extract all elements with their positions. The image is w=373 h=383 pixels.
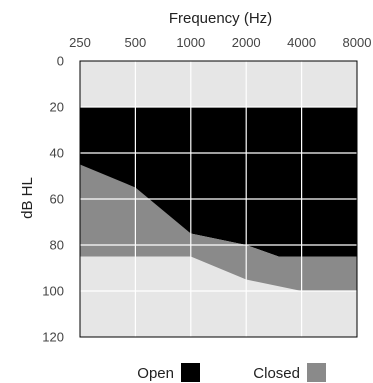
plot-border [79, 60, 358, 338]
y-tick-label: 80 [50, 238, 64, 253]
series-areas [80, 107, 357, 291]
x-tick-label: 250 [69, 35, 91, 50]
legend-swatch-open [181, 363, 200, 382]
x-tick-label: 500 [125, 35, 147, 50]
legend: Open Closed [137, 363, 326, 382]
series-area-closed [80, 164, 357, 291]
y-tick-label: 40 [50, 146, 64, 161]
x-tick-label: 1000 [176, 35, 205, 50]
x-tick-labels: 250 500 1000 2000 4000 8000 [69, 35, 371, 50]
x-axis-title: Frequency (Hz) [169, 10, 272, 27]
x-tick-label: 8000 [343, 35, 372, 50]
y-tick-label: 0 [57, 54, 64, 69]
y-axis-title: dB HL [19, 177, 36, 219]
legend-label-open: Open [137, 365, 174, 382]
y-tick-label: 100 [42, 284, 64, 299]
y-tick-label: 20 [50, 100, 64, 115]
series-area-open [80, 107, 357, 257]
y-tick-label: 60 [50, 192, 64, 207]
legend-swatch-closed [307, 363, 326, 382]
x-tick-label: 2000 [232, 35, 261, 50]
y-tick-labels: 0 20 40 60 80 100 120 [42, 54, 64, 345]
y-tick-label: 120 [42, 330, 64, 345]
legend-label-closed: Closed [253, 365, 300, 382]
grid-lines [80, 61, 357, 337]
x-tick-label: 4000 [287, 35, 316, 50]
